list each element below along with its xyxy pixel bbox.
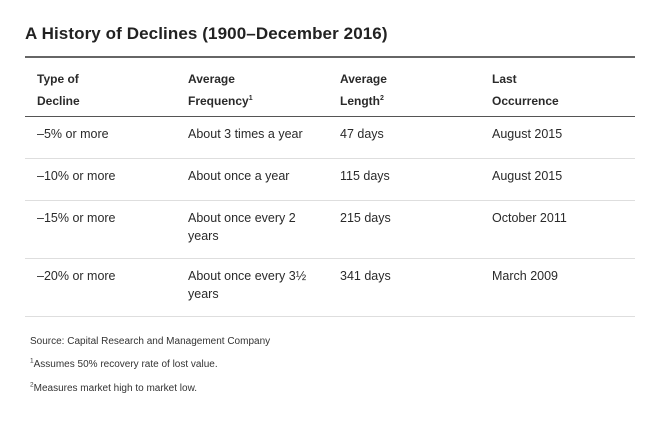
frequency-cell: About 3 times a year <box>188 127 303 141</box>
decline-cell: –10% or more <box>37 169 116 183</box>
length-cell: 115 days <box>340 169 390 183</box>
table-row: –5% or more About 3 times a year 47 days… <box>25 117 635 159</box>
header-text: Frequency <box>188 94 249 108</box>
last-occurrence-cell: August 2015 <box>492 169 563 183</box>
header-text: Average <box>188 72 235 86</box>
footnote-marker: 1 <box>30 357 34 365</box>
last-occurrence-cell: August 2015 <box>492 127 563 141</box>
table-row: –20% or more About once every 3½ years 3… <box>25 259 635 317</box>
header-text: Occurrence <box>492 94 559 108</box>
footnote-1: 1Assumes 50% recovery rate of lost value… <box>30 357 218 370</box>
header-text: Average <box>340 72 387 86</box>
source-note: Source: Capital Research and Management … <box>30 336 271 347</box>
header-average-length: Average Length2 <box>340 68 387 112</box>
header-text: Length <box>340 94 380 108</box>
footnote-text: Assumes 50% recovery rate of lost value. <box>33 359 218 370</box>
header-text-with-footnote: Length2 <box>340 90 387 112</box>
header-text-with-footnote: Frequency1 <box>188 90 253 112</box>
decline-cell: –20% or more <box>37 269 116 283</box>
table-row: –15% or more About once every 2 years 21… <box>25 201 635 259</box>
footnote-marker: 2 <box>380 95 384 102</box>
header-last-occurrence: Last Occurrence <box>492 68 559 112</box>
length-cell: 215 days <box>340 211 391 225</box>
last-occurrence-cell: October 2011 <box>492 211 567 225</box>
table-title: A History of Declines (1900–December 201… <box>25 24 388 43</box>
header-text: Last <box>492 72 517 86</box>
length-cell: 47 days <box>340 127 384 141</box>
top-rule <box>25 56 635 58</box>
footnote-2: 2Measures market high to market low. <box>30 381 198 394</box>
header-average-frequency: Average Frequency1 <box>188 68 253 112</box>
table-header: Type of Decline Average Frequency1 Avera… <box>25 58 635 117</box>
header-text: Decline <box>37 94 80 108</box>
footnote-marker: 2 <box>30 381 34 389</box>
frequency-cell: About once every 2 years <box>188 211 296 243</box>
footnote-text: Measures market high to market low. <box>33 383 198 394</box>
footnote-marker: 1 <box>248 95 253 102</box>
frequency-cell: About once a year <box>188 169 290 183</box>
length-cell: 341 days <box>340 269 391 283</box>
header-text: Type of <box>37 72 79 86</box>
header-type-of-decline: Type of Decline <box>37 68 80 112</box>
decline-cell: –5% or more <box>37 127 109 141</box>
table-row: –10% or more About once a year 115 days … <box>25 159 635 201</box>
frequency-cell: About once every 3½ years <box>188 269 307 301</box>
decline-cell: –15% or more <box>37 211 116 225</box>
last-occurrence-cell: March 2009 <box>492 269 559 283</box>
